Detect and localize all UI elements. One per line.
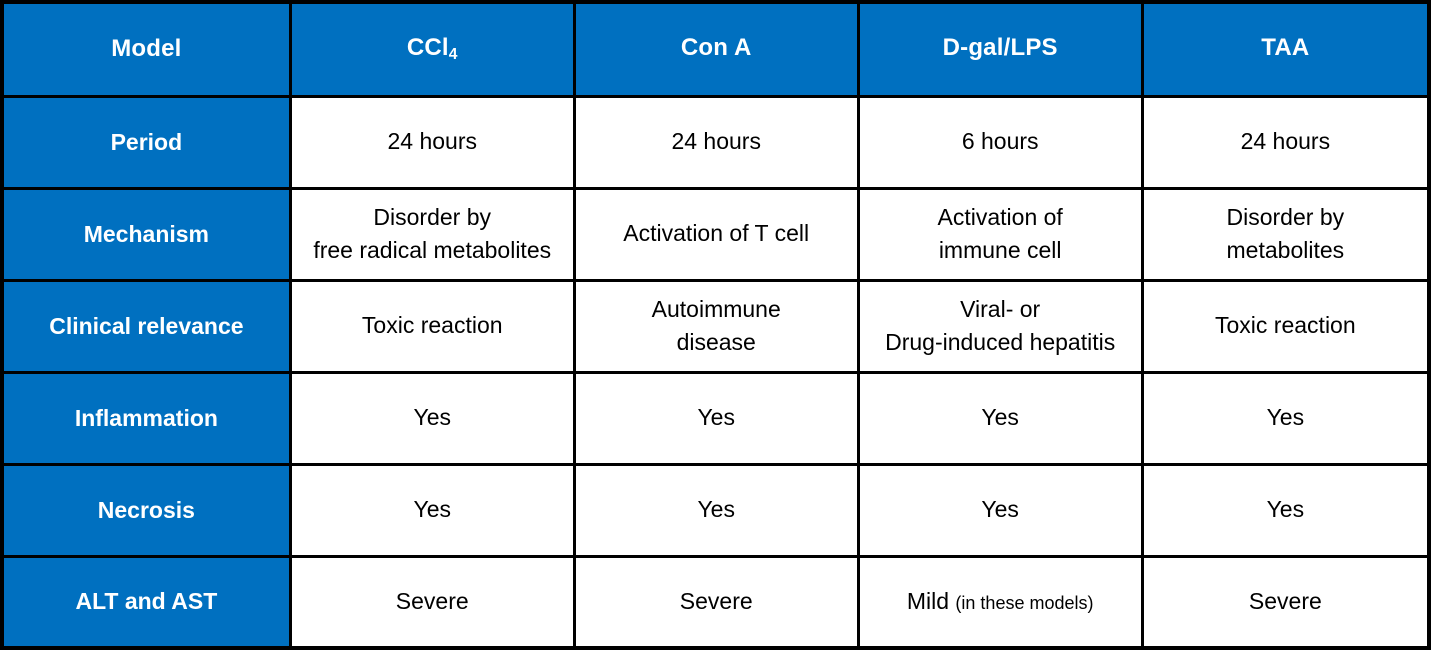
row-label-inflammation: Inflammation (0, 370, 292, 466)
table-cell: Mild (in these models) (856, 554, 1144, 650)
table-cell: 24 hours (572, 94, 860, 190)
cell-text: Yes (697, 404, 735, 431)
cell-text: Yes (413, 496, 451, 523)
table-cell: Disorder by metabolites (1140, 186, 1431, 282)
table-header-row: Model CCl4 Con A D-gal/LPS TAA (0, 0, 1431, 98)
header-label: Model (111, 35, 182, 63)
row-label-mechanism: Mechanism (0, 186, 292, 282)
chemical-subscript: 4 (448, 46, 458, 64)
column-header-text: CCl (406, 34, 449, 62)
cell-text: 24 hours (1240, 128, 1331, 155)
table-cell: Autoimmune disease (572, 278, 860, 374)
column-header-text: TAA (1261, 34, 1310, 62)
table-row-inflammation: Inflammation Yes Yes Yes Yes (0, 370, 1431, 466)
cell-text: Toxic reaction (361, 312, 503, 339)
header-cell-taa: TAA (1140, 0, 1431, 98)
column-header-text: Con A (680, 34, 752, 62)
table-cell: Activation of T cell (572, 186, 860, 282)
row-label-text: Clinical relevance (49, 312, 244, 339)
table-row-mechanism: Mechanism Disorder by free radical metab… (0, 186, 1431, 282)
header-cell-model: Model (0, 0, 292, 98)
table-cell: Severe (288, 554, 576, 650)
cell-text: Viral- or Drug-induced hepatitis (885, 295, 1116, 355)
cell-text: Disorder by free radical metabolites (313, 203, 552, 263)
row-label-clinical-relevance: Clinical relevance (0, 278, 292, 374)
table-cell: Severe (1140, 554, 1431, 650)
table-cell: 24 hours (288, 94, 576, 190)
row-label-necrosis: Necrosis (0, 462, 292, 558)
header-cell-ccl4: CCl4 (288, 0, 576, 98)
cell-text: Yes (697, 496, 735, 523)
cell-text: Yes (1266, 496, 1305, 523)
row-label-text: ALT and AST (75, 588, 218, 615)
table-cell: Yes (572, 462, 860, 558)
row-label-text: Period (110, 128, 183, 155)
row-label-text: Mechanism (83, 220, 209, 247)
cell-text: Severe (679, 588, 753, 615)
table-cell: Viral- or Drug-induced hepatitis (856, 278, 1144, 374)
table-cell: Yes (856, 370, 1144, 466)
table-cell: Severe (572, 554, 860, 650)
table-cell: Toxic reaction (1140, 278, 1431, 374)
table-cell: Yes (288, 462, 576, 558)
cell-text: 24 hours (387, 128, 477, 155)
cell-text: 24 hours (671, 128, 761, 155)
table-cell: Yes (288, 370, 576, 466)
table-cell: Yes (572, 370, 860, 466)
row-label-period: Period (0, 94, 292, 190)
table-cell: Yes (1140, 462, 1431, 558)
cell-text: Toxic reaction (1215, 312, 1356, 339)
table-row-necrosis: Necrosis Yes Yes Yes Yes (0, 462, 1431, 558)
table-row-alt-ast: ALT and AST Severe Severe Mild (in these… (0, 554, 1431, 650)
header-cell-con-a: Con A (572, 0, 860, 98)
cell-text: Yes (981, 404, 1019, 431)
row-label-text: Inflammation (74, 404, 218, 431)
table-cell: Toxic reaction (288, 278, 576, 374)
cell-text: 6 hours (961, 128, 1039, 155)
table-row-period: Period 24 hours 24 hours 6 hours 24 hour… (0, 94, 1431, 190)
cell-text: Severe (1248, 588, 1322, 615)
cell-text: Yes (981, 496, 1019, 523)
table-cell: 24 hours (1140, 94, 1431, 190)
cell-note: (in these models) (955, 593, 1094, 614)
cell-text: Yes (413, 404, 451, 431)
table-cell: 6 hours (856, 94, 1144, 190)
cell-text: Autoimmune disease (651, 295, 781, 355)
table-cell: Disorder by free radical metabolites (288, 186, 576, 282)
row-label-alt-ast: ALT and AST (0, 554, 292, 650)
cell-text: Mild (906, 588, 950, 615)
row-label-text: Necrosis (97, 496, 195, 523)
cell-text: Severe (395, 588, 469, 615)
cell-text: Activation of immune cell (937, 203, 1063, 263)
cell-text: Activation of T cell (623, 220, 810, 247)
table-cell: Yes (1140, 370, 1431, 466)
table-row-clinical-relevance: Clinical relevance Toxic reaction Autoim… (0, 278, 1431, 374)
cell-text: Disorder by metabolites (1226, 203, 1345, 263)
cell-text: Yes (1266, 404, 1305, 431)
column-header-text: D-gal/LPS (942, 34, 1058, 62)
header-cell-dgal-lps: D-gal/LPS (856, 0, 1144, 98)
table-cell: Activation of immune cell (856, 186, 1144, 282)
table-cell: Yes (856, 462, 1144, 558)
